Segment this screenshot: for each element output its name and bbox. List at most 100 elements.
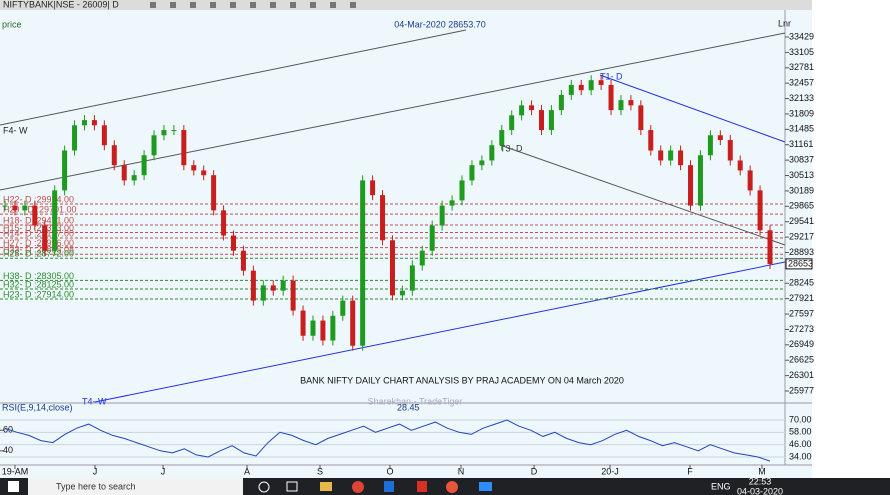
candle (479, 160, 485, 166)
symbol: NIFTYBANK|NSE - 26009| D (3, 0, 119, 9)
level-label: H22- D :29914.00 (3, 194, 74, 204)
watermark: Sharekhan - TradeTiger (368, 396, 463, 406)
y-tick-label: 31161 (789, 139, 813, 149)
level-label: H33- D :28855.08 (3, 245, 74, 255)
candle (429, 225, 435, 251)
candle (489, 145, 495, 161)
candle (419, 250, 425, 266)
y-tick-label: 30837 (789, 155, 814, 165)
candle (548, 110, 554, 131)
search-box[interactable] (28, 478, 243, 495)
candle (519, 105, 525, 116)
candle (618, 100, 624, 111)
start-button[interactable] (8, 481, 19, 492)
trend-label: T4- W (82, 396, 107, 406)
last-price: 28653 (788, 258, 813, 268)
candle (310, 320, 316, 336)
candle (12, 205, 18, 211)
chart-title: BANK NIFTY DAILY CHART ANALYSIS BY PRAJ … (300, 375, 624, 385)
y-tick-label: 26301 (789, 370, 814, 380)
y-tick-label: 32781 (789, 62, 814, 72)
price-label: price (2, 19, 22, 29)
time[interactable]: 22:53 (749, 476, 772, 486)
level-label: H32- D :28125.00 (3, 279, 74, 289)
x-tick-label: A (244, 466, 250, 476)
candle (767, 230, 773, 265)
candle (42, 225, 48, 251)
lang[interactable]: ENG (711, 481, 731, 491)
trend-lines (0, 29, 786, 403)
level-label: H18- D :29471.00 (3, 215, 74, 225)
candle (350, 300, 356, 346)
y-tick-label: 29865 (789, 201, 814, 211)
y-tick-label: 26625 (789, 355, 814, 365)
candle (538, 110, 544, 131)
level-label: H15- D :29313.00 (3, 223, 74, 233)
y-tick-label: 27273 (789, 324, 814, 334)
x-tick-label: S (317, 466, 323, 476)
taskbar-apps[interactable] (258, 481, 492, 493)
y-tick-label: 31809 (789, 108, 814, 118)
y-tick-label: 25977 (789, 385, 814, 395)
candle (558, 94, 564, 111)
candle (240, 250, 246, 271)
rsi-label: RSI(E,9,14,close) (2, 402, 73, 412)
candle (688, 165, 694, 206)
rsi-tick-label: 46.00 (789, 439, 812, 449)
candle (638, 105, 644, 131)
candle (231, 235, 237, 251)
rsi-tick-label: 34.00 (789, 451, 812, 461)
y-tick-label: 31485 (789, 124, 814, 134)
y-tick-label: 30189 (789, 185, 814, 195)
candle (270, 285, 276, 291)
y-tick-label: 33429 (789, 31, 814, 41)
rsi-last: 28.45 (397, 402, 420, 412)
x-tick-label: D (531, 466, 538, 476)
candle (697, 155, 703, 206)
candle (608, 84, 614, 111)
y-tick-label: 32457 (789, 78, 814, 88)
level-label: H14- D :29197.00 (3, 228, 74, 238)
y-tick-label: 33105 (789, 47, 814, 57)
candle (707, 135, 713, 156)
candle (141, 155, 147, 176)
x-tick-label: J (161, 466, 166, 476)
x-tick-label: M (758, 466, 766, 476)
candle (2, 205, 8, 207)
date[interactable]: 04-03-2020 (737, 486, 783, 495)
chart-bg (0, 0, 812, 478)
candle (370, 180, 376, 196)
candle (201, 170, 207, 176)
candle (628, 100, 634, 106)
y-tick-label: 29217 (789, 231, 814, 241)
x-tick-label: 19-AM (2, 466, 29, 476)
candle (578, 84, 584, 91)
candle (32, 205, 38, 226)
candle (509, 115, 515, 131)
trend-label: T3- D (500, 143, 523, 153)
candle (757, 190, 763, 231)
candle (737, 160, 743, 171)
candle (171, 130, 177, 132)
y-tick-label: 27597 (789, 308, 814, 318)
candle (499, 130, 505, 146)
candle (191, 165, 197, 171)
candle (121, 165, 127, 181)
candle (300, 310, 306, 336)
rsi-line (4, 419, 771, 462)
rsi-left-label: 40 (3, 445, 13, 455)
level-label: H38- D :28305.00 (3, 271, 74, 281)
candle (439, 205, 445, 226)
candle (62, 150, 68, 191)
candle (449, 200, 455, 206)
search-text[interactable]: Type here to search (56, 481, 136, 491)
candle (658, 150, 664, 161)
candle (529, 105, 535, 111)
y-tick-label: 28893 (789, 247, 814, 257)
candle (280, 280, 286, 291)
candle (211, 175, 217, 211)
candle (380, 195, 386, 241)
level-label: H25- D :28772.00 (3, 249, 74, 259)
rsi-tick-label: 70.00 (789, 414, 812, 424)
